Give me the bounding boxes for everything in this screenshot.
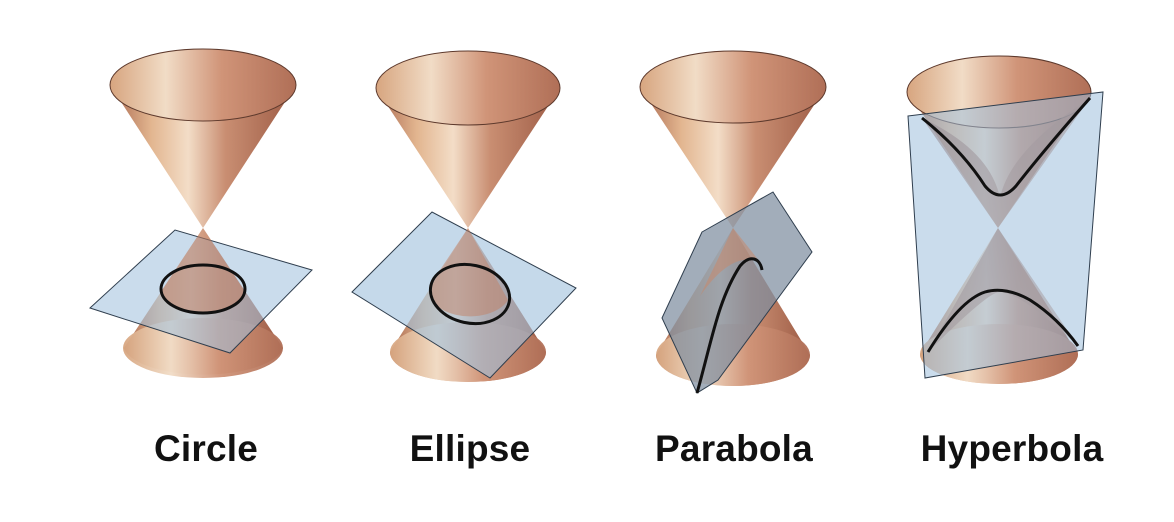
circle-figure	[89, 48, 313, 378]
circle-curve	[159, 263, 247, 315]
upper-cone-rim	[109, 48, 297, 122]
upper-cone-rim	[375, 50, 561, 126]
parabola-label: Parabola	[655, 428, 813, 469]
ellipse-curve	[428, 262, 512, 326]
upper-cone	[640, 87, 826, 228]
hyperbola-upper-branch	[921, 97, 1092, 197]
cutting-plane	[661, 191, 813, 394]
cone-section	[162, 228, 244, 312]
parabola-curve	[695, 257, 764, 394]
hyperbola-figure	[906, 55, 1104, 384]
circle-label: Circle	[153, 428, 259, 469]
cone-section	[700, 228, 760, 296]
upper-cone	[110, 85, 296, 228]
upper-cone	[376, 88, 560, 228]
cutting-plane	[907, 91, 1104, 379]
upper-cone-rim	[639, 50, 827, 124]
hyperbola-lower-branch	[926, 288, 1080, 353]
cone-section	[429, 228, 508, 317]
ellipse-figure	[351, 50, 577, 382]
hyperbola-label: Hyperbola	[920, 428, 1104, 469]
parabola-figure	[639, 50, 827, 394]
ellipse-label: Ellipse	[409, 428, 531, 469]
